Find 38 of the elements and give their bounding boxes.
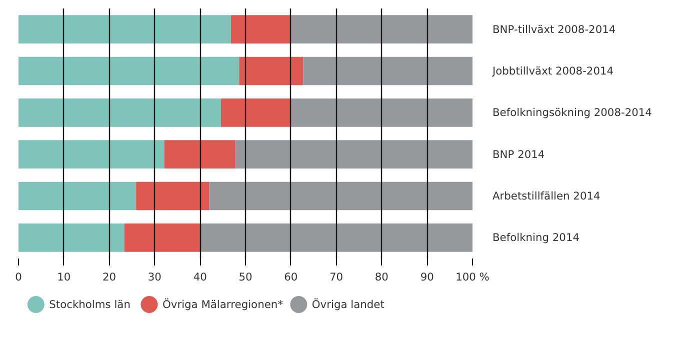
bar [220, 98, 291, 127]
bar [239, 56, 304, 86]
bar [18, 15, 231, 44]
bar [18, 224, 124, 252]
bar [124, 224, 200, 252]
bar [290, 98, 472, 127]
bar [200, 224, 472, 252]
bar [136, 182, 210, 210]
bar [303, 56, 472, 86]
x-tick-label: 50 [238, 270, 252, 284]
bar [18, 182, 136, 210]
bar [18, 56, 240, 86]
x-tick-label: 100 % [456, 270, 490, 284]
y-tick-label: BNP 2014 [492, 148, 545, 161]
y-tick-label: Jobbtillväxt 2008-2014 [492, 64, 614, 78]
bar [209, 182, 472, 210]
bar [290, 15, 472, 44]
bar [18, 98, 221, 127]
x-tick-label: 40 [193, 270, 208, 284]
bar [230, 15, 291, 44]
bar [18, 140, 164, 168]
x-tick-label: 70 [330, 270, 344, 284]
y-tick-label: Arbetstillfällen 2014 [492, 190, 601, 202]
y-tick-label: BNP-tillväxt 2008-2014 [492, 22, 616, 36]
x-tick-label: 60 [284, 270, 298, 284]
x-tick-label: 10 [57, 270, 71, 284]
bar [235, 140, 472, 168]
legend-label: Övriga landet [312, 298, 384, 311]
x-tick-label: 20 [102, 270, 116, 284]
y-tick-label: Befolkningsökning 2008-2014 [492, 106, 652, 120]
bar [164, 140, 236, 168]
legend-label: Övriga Mälarregionen* [162, 298, 284, 311]
y-tick-label: Befolkning 2014 [492, 231, 580, 244]
x-tick-label: 90 [420, 270, 434, 284]
x-tick-label: 80 [374, 270, 389, 284]
legend-label: Stockholms län [49, 298, 130, 311]
x-tick-label: 30 [148, 270, 162, 284]
x-tick-label: 0 [15, 270, 22, 284]
